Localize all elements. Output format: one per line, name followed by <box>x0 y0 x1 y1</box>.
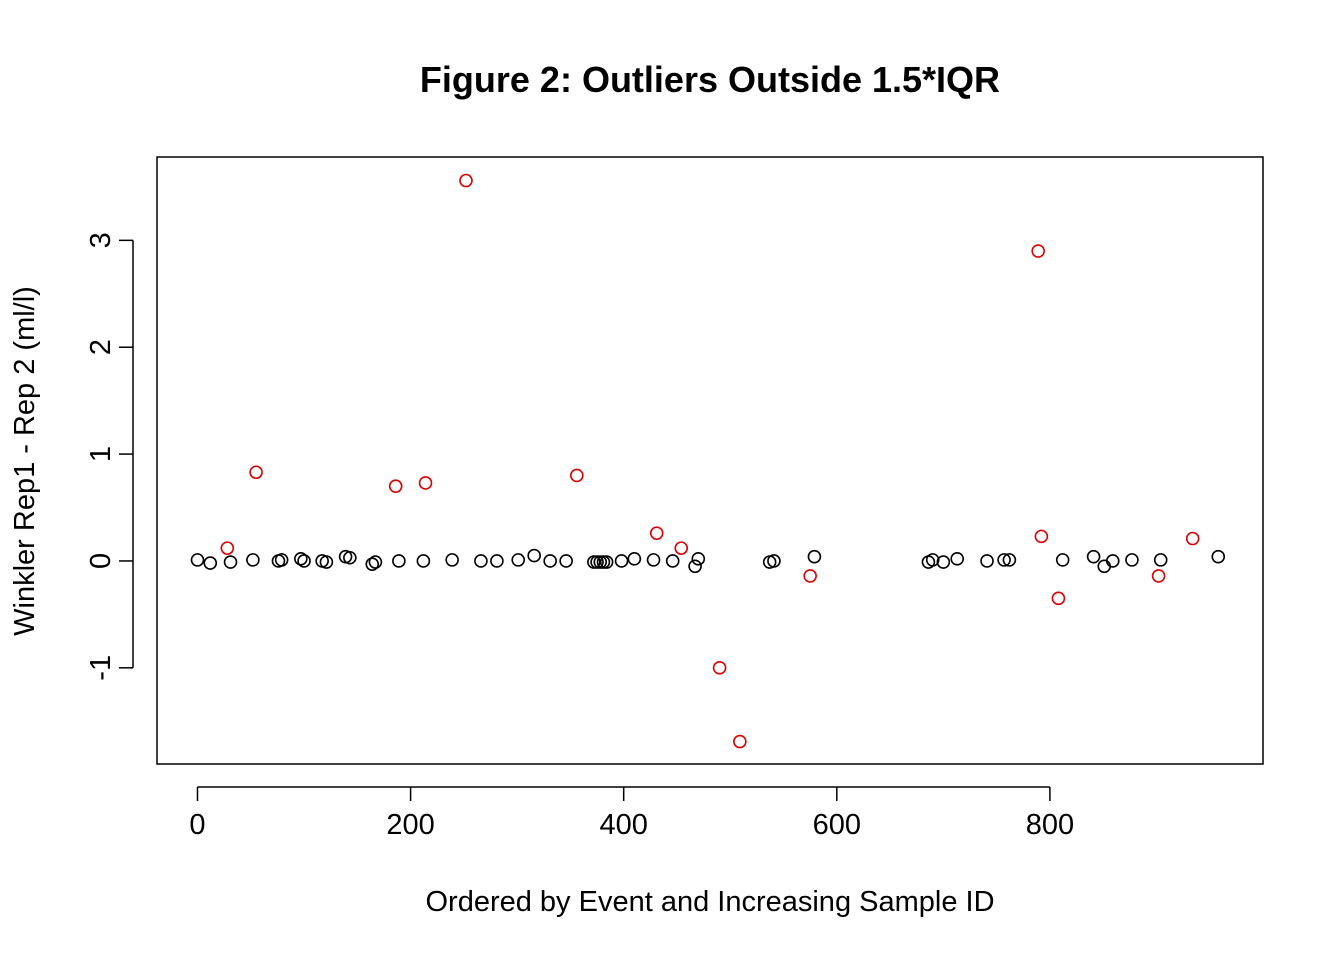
outlier-point <box>459 173 473 188</box>
outlier-point <box>1185 531 1200 546</box>
x-axis: 0 200 400 600 800 <box>189 786 1074 841</box>
x-axis-label: Ordered by Event and Increasing Sample I… <box>425 886 994 918</box>
data-point <box>665 554 680 568</box>
data-points <box>190 173 1226 749</box>
chart-title: Figure 2: Outliers Outside 1.5*IQR <box>420 59 1000 100</box>
x-tick-label: 400 <box>599 809 647 841</box>
data-point <box>368 555 383 569</box>
x-tick-label: 800 <box>1026 809 1074 841</box>
data-point <box>294 552 308 566</box>
data-point <box>950 552 964 566</box>
data-point <box>543 554 557 568</box>
y-tick-label: 1 <box>85 446 117 462</box>
data-point <box>688 559 702 574</box>
data-point <box>343 550 357 565</box>
y-axis-label: Winkler Rep1 - Rep 2 (ml/l) <box>9 286 41 636</box>
y-axis: -1 0 1 2 3 <box>85 232 134 681</box>
data-point <box>1105 554 1120 568</box>
data-point <box>614 554 629 568</box>
data-point <box>490 554 504 568</box>
y-tick-label: -1 <box>85 655 117 681</box>
x-tick-label: 600 <box>813 809 861 841</box>
data-point <box>392 554 406 568</box>
data-point <box>980 554 994 568</box>
data-point <box>445 553 459 567</box>
data-point <box>559 554 573 568</box>
data-point <box>190 553 205 567</box>
outlier-point <box>733 734 747 749</box>
data-point <box>319 555 334 569</box>
data-point <box>246 553 260 567</box>
outlier-point <box>249 465 263 480</box>
outlier-point <box>803 569 817 583</box>
data-point <box>1055 553 1070 567</box>
outlier-point <box>1031 244 1045 258</box>
y-tick-label: 2 <box>85 339 117 355</box>
data-point <box>365 557 380 571</box>
data-point <box>627 552 642 566</box>
data-point <box>474 554 488 568</box>
outlier-point <box>712 661 727 675</box>
data-point <box>646 553 661 567</box>
data-point <box>599 555 614 569</box>
data-point <box>997 553 1011 567</box>
outlier-point <box>1151 569 1166 583</box>
outlier-point <box>1034 529 1049 544</box>
data-point <box>274 553 289 567</box>
data-point <box>297 554 311 568</box>
plot-frame <box>156 156 1264 765</box>
y-tick-label: 3 <box>85 232 117 248</box>
data-point <box>527 548 541 563</box>
data-point <box>203 556 218 570</box>
data-point <box>1211 549 1226 564</box>
data-point <box>223 555 238 569</box>
data-point <box>925 553 940 567</box>
data-point <box>1153 553 1168 567</box>
outlier-point <box>649 526 664 540</box>
data-point <box>1086 549 1101 564</box>
outlier-point <box>570 468 584 483</box>
data-point <box>1125 553 1139 567</box>
y-tick-label: 0 <box>85 553 117 569</box>
data-point <box>807 549 822 564</box>
outlier-point <box>220 541 235 555</box>
data-point <box>416 554 431 568</box>
x-tick-label: 200 <box>386 809 434 841</box>
data-point <box>691 552 706 566</box>
data-point <box>1097 559 1112 574</box>
data-point <box>936 555 951 569</box>
outlier-point <box>1051 591 1066 606</box>
x-tick-label: 0 <box>189 809 205 841</box>
outlier-point <box>674 541 689 555</box>
outlier-point <box>388 479 403 493</box>
data-point <box>1002 553 1017 567</box>
data-point <box>511 553 526 567</box>
data-point <box>767 554 781 568</box>
outlier-point <box>418 476 433 490</box>
